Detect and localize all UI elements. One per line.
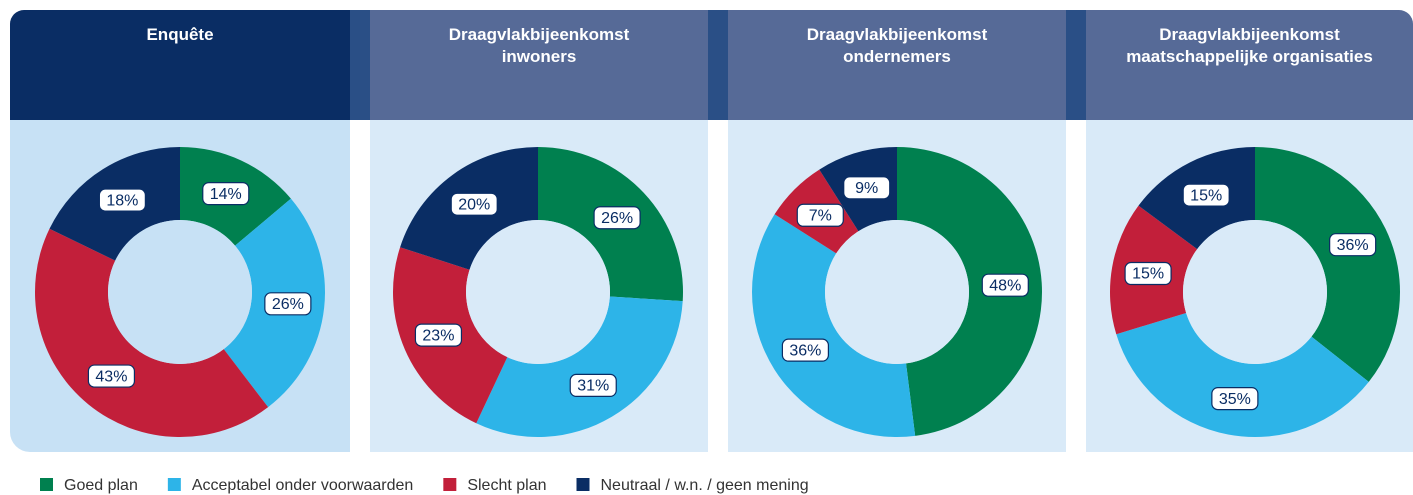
data-label: 43%	[95, 368, 127, 385]
donut-hole	[466, 220, 610, 364]
data-label: 35%	[1219, 391, 1251, 408]
label-box	[781, 338, 829, 362]
data-label: 26%	[601, 210, 633, 227]
chart-title: Draagvlakbijeenkomst maatschappelijke or…	[1086, 10, 1413, 120]
donut-hole	[825, 220, 969, 364]
donut-segment	[1116, 312, 1369, 437]
label-box	[414, 323, 463, 347]
legend-swatch	[40, 478, 53, 491]
data-label: 20%	[458, 196, 490, 213]
label-box	[796, 203, 844, 227]
label-box	[450, 192, 498, 216]
data-label: 9%	[855, 180, 878, 197]
chart-title: Enquête	[10, 10, 350, 120]
legend-label: Neutraal / w.n. / geen mening	[601, 477, 809, 494]
header-gap	[1066, 10, 1086, 120]
header-gap	[708, 10, 728, 120]
label-box	[981, 273, 1029, 297]
data-label: 14%	[210, 186, 242, 203]
label-box	[569, 373, 617, 397]
chart-title: Draagvlakbijeenkomst ondernemers	[728, 10, 1066, 120]
header-gap	[350, 10, 370, 120]
data-label: 26%	[272, 296, 304, 313]
donut-segment	[897, 147, 1043, 436]
data-label: 48%	[989, 277, 1021, 294]
data-label: 31%	[577, 378, 609, 395]
legend-label: Acceptabel onder voorwaarden	[192, 477, 413, 494]
label-box	[1211, 387, 1259, 411]
data-label: 7%	[809, 207, 832, 224]
data-label: 15%	[1190, 187, 1222, 204]
legend-label: Slecht plan	[467, 477, 546, 494]
donut-segment	[1255, 147, 1400, 382]
label-box	[1124, 261, 1172, 286]
label-box	[1329, 233, 1377, 257]
legend-label: Goed plan	[64, 477, 138, 494]
data-label: 36%	[1337, 237, 1369, 254]
donut-hole	[108, 220, 252, 364]
legend-swatch	[576, 478, 590, 491]
donut-segment	[752, 214, 916, 437]
label-box	[98, 188, 146, 212]
data-label: 23%	[422, 327, 454, 344]
label-box	[1182, 183, 1230, 207]
donut-hole	[1183, 220, 1327, 364]
legend-swatch	[443, 478, 457, 491]
data-label: 18%	[106, 192, 138, 209]
chart-title: Draagvlakbijeenkomst inwoners	[370, 10, 708, 120]
legend-swatch	[167, 478, 181, 491]
data-label: 15%	[1132, 266, 1164, 283]
data-label: 36%	[789, 342, 821, 359]
label-box	[87, 364, 136, 388]
corner	[10, 432, 30, 452]
label-box	[843, 176, 891, 200]
label-box	[202, 182, 250, 206]
donut-segment	[476, 296, 683, 438]
label-box	[593, 206, 641, 230]
label-box	[264, 292, 312, 316]
